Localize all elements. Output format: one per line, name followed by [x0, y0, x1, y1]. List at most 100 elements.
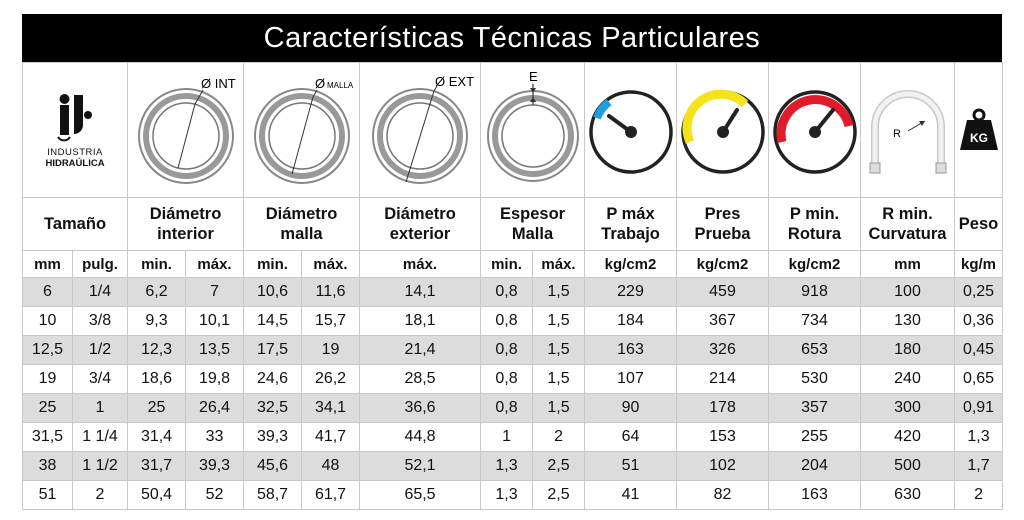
table-cell: 38 — [22, 451, 73, 481]
table-cell: 31,4 — [127, 422, 187, 452]
table-cell: 163 — [584, 335, 678, 365]
unit-malla-min: min. — [243, 250, 303, 278]
table-cell: 0,8 — [480, 393, 534, 423]
table-cell: 44,8 — [359, 422, 482, 452]
table-cell: 14,5 — [243, 306, 303, 336]
table-cell: 163 — [768, 480, 862, 510]
table-row: 19 3/4 18,6 19,8 24,6 26,2 28,5 0,8 1,5 107 214 530… — [22, 364, 1004, 394]
table-body: 6 1/4 6,2 7 10,6 11,6 14,1 0,8 1,5 229 459 918 100 0,… — [22, 277, 1004, 510]
spec-table: INDUSTRIA HIDRAÚLICA Ø INT — [21, 62, 1004, 510]
unit-pres: kg/cm2 — [676, 250, 770, 278]
header-tamano: Tamaño — [21, 197, 129, 251]
working-pressure-icon-cell — [584, 62, 678, 198]
table-cell: 1,5 — [532, 277, 586, 307]
header-p-max-trabajo: P máx Trabajo — [584, 197, 678, 251]
header-diametro-interior: Diámetro interior — [127, 197, 245, 251]
table-cell: 1,5 — [532, 306, 586, 336]
table-cell: 25 — [127, 393, 187, 423]
table-cell: 7 — [185, 277, 245, 307]
table-cell: 52 — [185, 480, 245, 510]
table-cell: 420 — [860, 422, 956, 452]
table-row: 12,5 1/2 12,3 13,5 17,5 19 21,4 0,8 1,5 163 326 653… — [22, 335, 1004, 365]
table-cell: 0,36 — [954, 306, 1004, 336]
outer-diameter-icon: Ø EXT — [372, 74, 474, 184]
table-cell: 1 1/2 — [71, 451, 129, 481]
table-cell: 178 — [676, 393, 770, 423]
table-cell: 1,3 — [480, 451, 534, 481]
svg-text:Ø INT: Ø INT — [201, 76, 236, 91]
unit-ext-max: máx. — [359, 250, 482, 278]
table-cell: 734 — [768, 306, 862, 336]
table-cell: 0,8 — [480, 364, 534, 394]
header-p-min-rotura: P min. Rotura — [768, 197, 862, 251]
table-cell: 39,3 — [185, 451, 245, 481]
table-cell: 153 — [676, 422, 770, 452]
table-cell: 1/2 — [71, 335, 129, 365]
unit-mm: mm — [22, 250, 73, 278]
unit-rmin: mm — [860, 250, 956, 278]
table-cell: 48 — [301, 451, 361, 481]
table-cell: 33 — [185, 422, 245, 452]
bend-radius-icon-cell: R — [860, 62, 956, 198]
burst-pressure-gauge-icon — [772, 90, 857, 174]
inner-diameter-icon: Ø INT — [137, 76, 236, 184]
header-diametro-malla: Diámetro malla — [243, 197, 361, 251]
header-espesor-malla: Espesor Malla — [480, 197, 586, 251]
table-cell: 530 — [768, 364, 862, 394]
table-cell: 2,5 — [532, 480, 586, 510]
unit-pmin: kg/cm2 — [768, 250, 862, 278]
table-cell: 21,4 — [359, 335, 482, 365]
table-cell: 41 — [584, 480, 678, 510]
table-cell: 100 — [860, 277, 956, 307]
table-row: 31,5 1 1/4 31,4 33 39,3 41,7 44,8 1 2 64 153 255 420… — [22, 422, 1004, 452]
svg-text:R: R — [893, 128, 901, 140]
table-cell: 19 — [22, 364, 73, 394]
unit-int-min: min. — [127, 250, 187, 278]
table-cell: 12,5 — [22, 335, 73, 365]
table-cell: 1 — [480, 422, 534, 452]
table-cell: 51 — [22, 480, 73, 510]
unit-esp-min: min. — [480, 250, 534, 278]
table-cell: 204 — [768, 451, 862, 481]
table-cell: 18,1 — [359, 306, 482, 336]
table-cell: 630 — [860, 480, 956, 510]
table-row: 10 3/8 9,3 10,1 14,5 15,7 18,1 0,8 1,5 184 367 734 1… — [22, 306, 1004, 336]
inner-diameter-icon-cell: Ø INT — [127, 62, 245, 198]
bend-radius-hose-icon: R — [869, 90, 947, 174]
table-cell: 0,8 — [480, 277, 534, 307]
table-cell: 24,6 — [243, 364, 303, 394]
table-cell: 1,7 — [954, 451, 1004, 481]
table-cell: 367 — [676, 306, 770, 336]
header-diametro-exterior: Diámetro exterior — [359, 197, 482, 251]
weight-icon-cell: KG — [954, 62, 1004, 198]
table-cell: 1 1/4 — [71, 422, 129, 452]
working-pressure-gauge-icon — [588, 90, 673, 174]
svg-text:E: E — [529, 70, 538, 84]
table-cell: 26,2 — [301, 364, 361, 394]
table-cell: 26,4 — [185, 393, 245, 423]
table-cell: 102 — [676, 451, 770, 481]
table-cell: 653 — [768, 335, 862, 365]
table-cell: 12,3 — [127, 335, 187, 365]
table-cell: 18,6 — [127, 364, 187, 394]
mesh-diameter-icon-cell: Ø MALLA — [243, 62, 361, 198]
table-cell: 1/4 — [71, 277, 129, 307]
table-cell: 130 — [860, 306, 956, 336]
table-cell: 0,8 — [480, 306, 534, 336]
svg-text:Ø EXT: Ø EXT — [435, 74, 474, 89]
table-cell: 31,5 — [22, 422, 73, 452]
spec-sheet: Características Técnicas Particulares — [21, 14, 1004, 510]
table-cell: 300 — [860, 393, 956, 423]
svg-text:KG: KG — [970, 131, 988, 145]
weight-icon: KG — [959, 108, 998, 150]
table-cell: 0,65 — [954, 364, 1004, 394]
table-cell: 2 — [954, 480, 1004, 510]
table-cell: 82 — [676, 480, 770, 510]
table-cell: 19,8 — [185, 364, 245, 394]
table-cell: 1,5 — [532, 393, 586, 423]
table-cell: 2,5 — [532, 451, 586, 481]
table-row: 25 1 25 26,4 32,5 34,1 36,6 0,8 1,5 90 178 357 300 0,… — [22, 393, 1004, 423]
svg-text:Ø: Ø — [315, 76, 325, 91]
table-cell: 0,8 — [480, 335, 534, 365]
unit-esp-max: máx. — [532, 250, 586, 278]
